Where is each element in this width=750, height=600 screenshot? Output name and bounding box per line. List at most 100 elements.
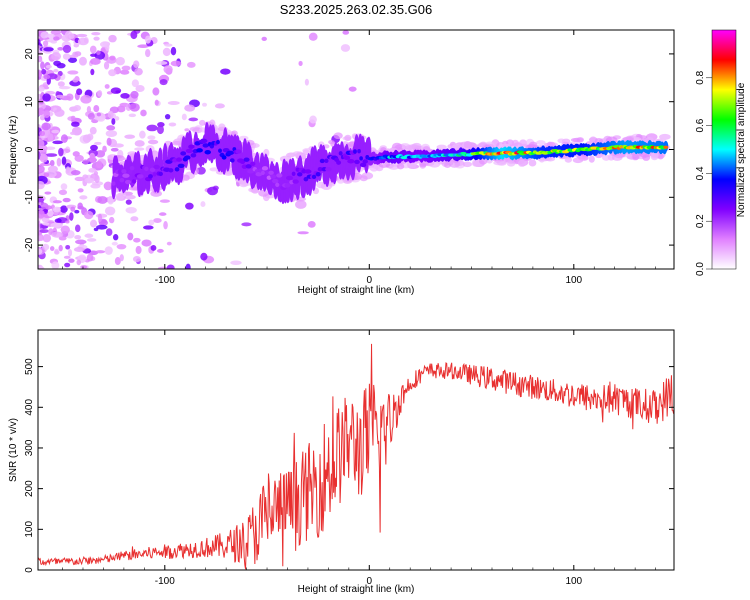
- heat-cell: [396, 163, 405, 170]
- heat-cell: [200, 252, 208, 261]
- ridge-core-cell: [291, 171, 296, 177]
- ridge-core-cell: [245, 164, 252, 169]
- heat-cell: [107, 110, 114, 119]
- ridge-core-cell: [357, 148, 361, 154]
- heat-cell: [39, 114, 45, 121]
- heat-cell: [41, 68, 47, 75]
- ridge-core-cell: [136, 174, 144, 179]
- heat-cell: [94, 141, 102, 145]
- colorbar-tick-label: 0.8: [695, 70, 706, 84]
- ridge-core-cell: [347, 159, 355, 164]
- heat-cell: [80, 94, 92, 104]
- heat-cell: [43, 74, 51, 80]
- spectrogram-x-label: Height of straight line (km): [298, 285, 415, 296]
- heat-cell: [38, 124, 41, 128]
- heat-cell: [152, 87, 160, 96]
- chart-title: S233.2025.263.02.35.G06: [280, 2, 433, 17]
- heat-cell: [147, 135, 156, 140]
- heat-cell: [79, 195, 88, 200]
- heat-cell: [42, 93, 51, 102]
- ridge-core-cell: [303, 177, 309, 182]
- heat-cell: [90, 144, 98, 151]
- heat-cell: [38, 76, 42, 80]
- heat-cell: [89, 154, 96, 164]
- heat-cell: [63, 255, 71, 259]
- heat-cell: [38, 51, 43, 55]
- ridge-core-cell: [180, 151, 187, 156]
- heat-cell: [124, 194, 136, 200]
- heat-cell: [82, 134, 92, 143]
- ridge-core-cell: [304, 169, 312, 174]
- heat-cell: [102, 145, 107, 153]
- heat-cell: [511, 139, 519, 147]
- ridge-core-cell: [204, 150, 211, 155]
- ridge-core-cell: [247, 169, 255, 174]
- ridge-core-cell: [235, 149, 242, 154]
- heat-cell: [109, 55, 116, 61]
- ridge-core-cell: [152, 172, 157, 177]
- heat-cell: [97, 213, 103, 223]
- heat-cell: [304, 78, 309, 86]
- heat-cell: [95, 250, 106, 254]
- heat-cell: [145, 49, 151, 58]
- heat-cell: [184, 128, 190, 132]
- ridge-core-cell: [264, 170, 270, 176]
- heat-cell: [76, 259, 82, 266]
- ridge-core-cell: [174, 167, 180, 172]
- heat-cell: [162, 47, 171, 57]
- heat-cell: [340, 44, 351, 52]
- heat-cell: [135, 245, 142, 255]
- heat-cell: [38, 219, 41, 227]
- spectrogram-y-label: Frequency (Hz): [8, 116, 19, 185]
- heat-cell: [50, 40, 58, 44]
- heat-cell: [103, 181, 113, 191]
- heat-cell: [570, 137, 580, 143]
- heat-cell: [57, 81, 65, 87]
- colorbar-bar: [711, 29, 737, 270]
- heat-cell: [104, 206, 116, 216]
- heat-cell: [70, 131, 76, 135]
- ridge-core-cell: [122, 173, 130, 178]
- ridge-core-cell: [284, 183, 291, 188]
- heat-cell: [134, 67, 143, 76]
- heat-cell: [146, 124, 158, 132]
- heat-cell: [54, 218, 62, 223]
- heat-cell: [527, 144, 538, 149]
- ridge-core-cell: [315, 172, 321, 177]
- heat-cell: [295, 200, 307, 209]
- heat-cell: [91, 31, 101, 36]
- ridge-core-cell: [190, 153, 197, 158]
- heat-cell: [96, 50, 101, 55]
- heat-cell: [78, 56, 87, 66]
- heat-cell: [84, 177, 95, 184]
- heat-cell: [171, 140, 183, 146]
- heat-cell: [170, 46, 177, 56]
- heat-cell: [49, 246, 55, 251]
- ridge-core-cell: [311, 174, 317, 180]
- heat-cell: [154, 99, 159, 106]
- ridge-core-cell: [261, 166, 269, 171]
- heat-cell: [39, 153, 48, 163]
- ridge-core-cell: [199, 138, 208, 144]
- heat-cell: [45, 153, 58, 157]
- heat-cell: [38, 209, 45, 219]
- heat-cell: [642, 154, 651, 161]
- heat-cell: [493, 160, 506, 166]
- heat-cell: [120, 93, 130, 99]
- heat-cell: [67, 70, 79, 75]
- ridge-core-cell: [255, 172, 263, 177]
- x-tick-label: 100: [565, 576, 582, 587]
- colorbar-label: Normalized spectral amplitude: [736, 82, 747, 217]
- heat-cell: [181, 113, 187, 121]
- heat-cell: [163, 65, 173, 74]
- x-tick-label: -100: [155, 275, 175, 286]
- heat-cell: [108, 69, 117, 77]
- heat-cell: [71, 121, 80, 127]
- heat-cell: [39, 130, 46, 137]
- heat-cell: [38, 248, 43, 255]
- ridge-core-cell: [324, 158, 329, 164]
- heat-cell: [116, 243, 127, 250]
- heat-cell: [60, 183, 68, 190]
- heat-cell: [58, 85, 71, 90]
